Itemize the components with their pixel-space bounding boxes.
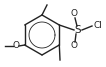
Text: S: S [75, 25, 81, 35]
Text: Cl: Cl [93, 22, 102, 30]
Text: O: O [13, 41, 20, 51]
Text: O: O [70, 10, 77, 18]
Text: O: O [70, 41, 77, 51]
